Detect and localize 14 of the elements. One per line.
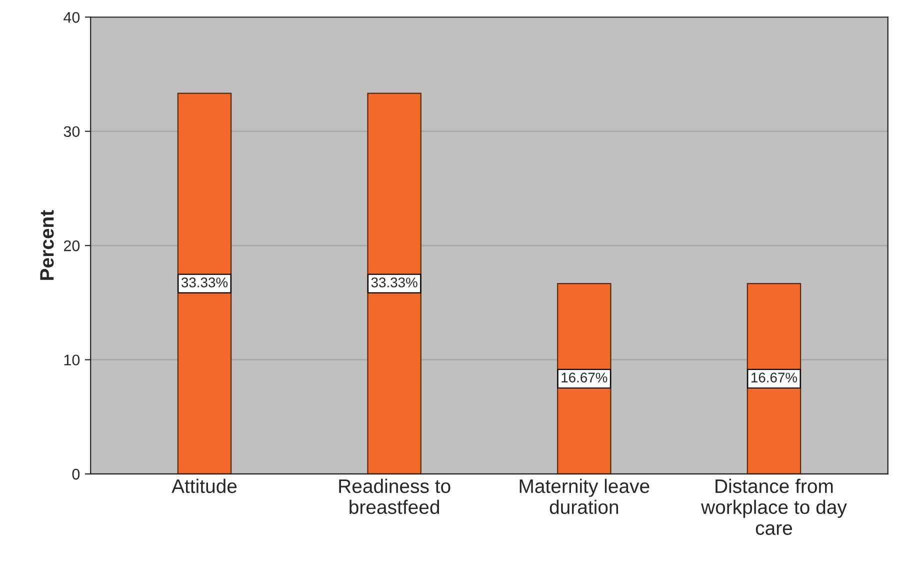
y-tick-label: 0 [72, 468, 80, 480]
data-label: 33.33% [371, 278, 418, 288]
x-tick-label: Attitude [172, 478, 237, 494]
x-tick-label: Maternity leave duration [520, 478, 650, 514]
x-tick-label: Readiness to breastfeed [339, 478, 450, 514]
y-tick-label: 10 [64, 354, 80, 366]
y-tick-label: 40 [64, 12, 80, 23]
data-label: 16.67% [562, 372, 608, 382]
data-label: 16.67% [751, 372, 798, 382]
y-axis-title: Percent [40, 210, 54, 280]
y-tick-label: 20 [64, 240, 80, 252]
x-tick-label: Distance from workplace to day care [701, 478, 847, 535]
y-tick-label: 30 [64, 126, 80, 138]
data-label: 33.33% [181, 278, 228, 288]
